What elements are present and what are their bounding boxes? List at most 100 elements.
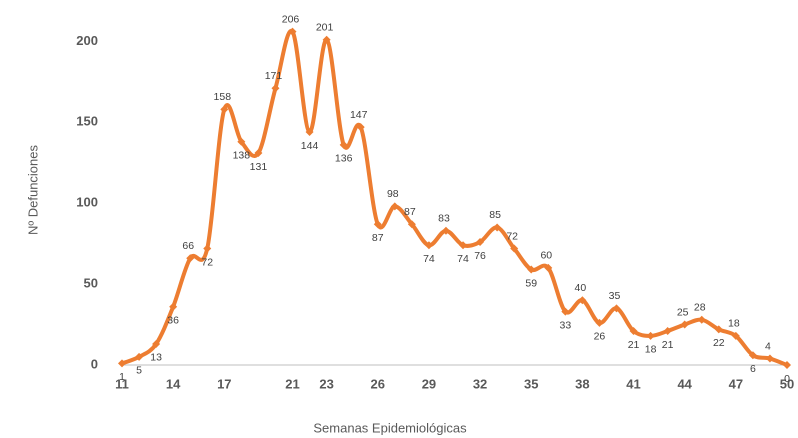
point: [765, 354, 774, 363]
point: [783, 361, 791, 369]
point: [288, 27, 297, 36]
x-axis-label: Semanas Epidemiológicas: [313, 420, 467, 435]
point: [220, 105, 229, 114]
value-label: 33: [559, 319, 571, 331]
point: [339, 140, 348, 149]
value-label: 136: [335, 153, 353, 165]
x-tick-label: 29: [422, 376, 436, 391]
x-tick-label: 50: [780, 376, 794, 391]
value-label: 87: [372, 232, 384, 244]
point: [169, 302, 178, 311]
value-label: 72: [506, 230, 518, 242]
value-label: 144: [301, 140, 319, 152]
point: [731, 331, 740, 340]
point: [135, 352, 144, 361]
value-label: 138: [233, 149, 251, 161]
point: [459, 241, 468, 250]
point: [646, 331, 655, 340]
x-tick-label: 26: [371, 376, 385, 391]
x-tick-label: 41: [626, 376, 640, 391]
value-label: 13: [150, 352, 162, 364]
value-label: 87: [404, 206, 416, 218]
value-label: 40: [575, 282, 587, 294]
x-tick-label: 47: [729, 376, 743, 391]
x-tick-label: 38: [575, 376, 589, 391]
y-tick-label: 200: [76, 33, 98, 48]
point: [663, 327, 672, 336]
point: [152, 339, 161, 348]
value-label: 6: [750, 363, 756, 375]
x-tick-label: 11: [115, 376, 129, 391]
y-tick-label: 100: [76, 195, 98, 210]
value-label: 18: [728, 318, 740, 330]
point: [424, 241, 433, 250]
y-tick-label: 0: [91, 356, 98, 371]
value-label: 28: [694, 301, 706, 313]
point: [356, 123, 365, 132]
point: [476, 238, 485, 247]
point: [373, 220, 382, 229]
point: [493, 223, 502, 232]
point: [544, 263, 553, 272]
point: [118, 359, 126, 368]
value-label: 98: [387, 188, 399, 200]
point: [390, 202, 399, 211]
point: [697, 315, 706, 324]
value-label: 131: [250, 161, 268, 173]
point: [441, 226, 450, 235]
value-label: 5: [136, 365, 142, 377]
point: [237, 137, 246, 146]
point: [322, 35, 331, 44]
value-label: 72: [201, 256, 213, 268]
value-label: 25: [677, 306, 689, 318]
point: [510, 244, 519, 253]
value-label: 85: [489, 209, 501, 221]
value-label: 26: [594, 331, 606, 343]
value-label: 21: [662, 339, 674, 351]
value-label: 36: [167, 315, 179, 327]
value-label: 158: [214, 91, 232, 103]
value-label: 206: [282, 13, 300, 25]
point: [271, 84, 280, 93]
point: [629, 327, 638, 336]
point: [407, 220, 416, 229]
value-label: 4: [765, 340, 771, 352]
value-label: 35: [609, 290, 621, 302]
value-label: 201: [316, 22, 334, 34]
value-label: 74: [423, 253, 435, 265]
x-tick-label: 44: [677, 376, 692, 391]
point: [680, 320, 689, 329]
value-label: 22: [713, 337, 725, 349]
x-tick-label: 17: [217, 376, 231, 391]
y-axis-label: Nº Defunciones: [25, 144, 40, 235]
value-label: 171: [265, 70, 283, 82]
value-label: 74: [457, 253, 469, 265]
value-label: 83: [438, 212, 450, 224]
value-label: 76: [474, 250, 486, 262]
y-tick-label: 50: [84, 276, 98, 291]
value-label: 1: [119, 371, 125, 383]
y-tick-label: 150: [76, 114, 98, 129]
point: [254, 149, 263, 158]
point: [748, 351, 757, 360]
x-tick-label: 14: [166, 376, 181, 391]
value-label: 60: [540, 250, 552, 262]
value-label: 21: [628, 339, 640, 351]
point: [305, 127, 314, 136]
x-tick-label: 21: [285, 376, 299, 391]
point: [561, 307, 570, 316]
point: [612, 304, 621, 313]
x-tick-label: 23: [319, 376, 333, 391]
point: [714, 325, 723, 334]
x-tick-label: 35: [524, 376, 538, 391]
x-tick-label: 32: [473, 376, 487, 391]
value-label: 59: [525, 277, 537, 289]
value-label: 66: [182, 240, 194, 252]
value-label: 0: [784, 373, 790, 385]
point: [186, 254, 195, 263]
value-label: 147: [350, 109, 368, 121]
point: [578, 296, 587, 305]
point: [203, 244, 212, 253]
value-label: 18: [645, 344, 657, 356]
